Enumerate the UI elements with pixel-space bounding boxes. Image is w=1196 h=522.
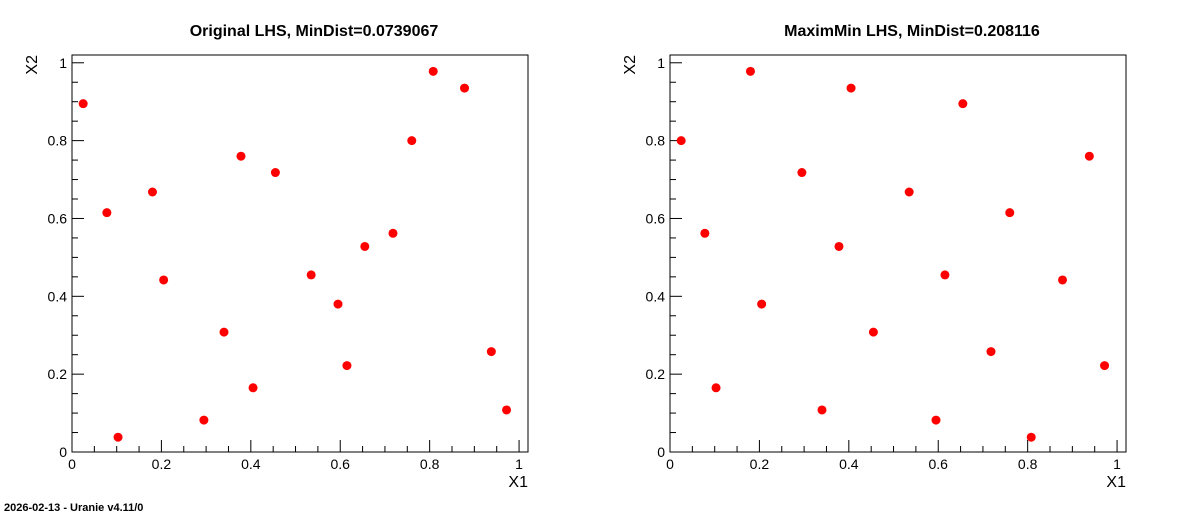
data-point xyxy=(1100,361,1110,371)
data-point xyxy=(342,361,352,371)
data-point xyxy=(486,347,496,357)
data-point xyxy=(147,187,157,197)
data-point xyxy=(388,228,398,238)
data-point xyxy=(986,347,996,357)
data-point xyxy=(797,168,807,178)
data-point xyxy=(78,99,88,109)
x-tick-label: 0.4 xyxy=(241,456,261,472)
data-point xyxy=(1026,432,1036,442)
chart-title: MaximMin LHS, MinDist=0.208116 xyxy=(784,23,1040,40)
data-point xyxy=(904,187,914,197)
x-tick-label: 0 xyxy=(68,456,76,472)
x-tick-label: 0.6 xyxy=(929,456,949,472)
y-tick-label: 0.4 xyxy=(48,288,68,304)
data-point xyxy=(407,136,417,146)
data-point xyxy=(1005,208,1015,218)
plot-frame xyxy=(669,54,1127,453)
y-tick-label: 0 xyxy=(657,444,665,460)
y-axis-label: X2 xyxy=(622,55,639,75)
x-tick-label: 0.2 xyxy=(152,456,172,472)
y-tick-label: 0.2 xyxy=(646,366,666,382)
footer-version-label: 2026-02-13 - Uranie v4.11/0 xyxy=(4,502,144,514)
data-point xyxy=(102,208,112,218)
x-tick-label: 0 xyxy=(666,456,674,472)
data-point xyxy=(248,383,258,393)
data-point xyxy=(868,327,878,337)
x-tick-label: 1 xyxy=(1113,456,1121,472)
y-tick-label: 1 xyxy=(657,55,665,71)
data-point xyxy=(199,415,209,425)
data-point xyxy=(219,327,229,337)
data-point xyxy=(428,66,438,76)
data-point xyxy=(502,405,512,415)
y-tick-label: 0.8 xyxy=(646,133,666,149)
data-point xyxy=(757,299,767,309)
data-point xyxy=(236,151,246,161)
y-tick-label: 0.8 xyxy=(48,133,68,149)
data-point xyxy=(931,415,941,425)
data-point xyxy=(846,83,856,93)
x-axis-label: X1 xyxy=(508,474,528,491)
data-point xyxy=(270,168,280,178)
data-point xyxy=(333,299,343,309)
data-point xyxy=(958,99,968,109)
x-tick-label: 0.2 xyxy=(750,456,770,472)
x-axis-label: X1 xyxy=(1106,474,1126,491)
x-tick-label: 0.8 xyxy=(420,456,440,472)
x-tick-label: 0.4 xyxy=(839,456,859,472)
data-point xyxy=(834,241,844,251)
plot-frame xyxy=(71,54,529,453)
data-point xyxy=(460,83,470,93)
data-point xyxy=(817,405,827,415)
data-point xyxy=(159,275,169,285)
scatter-plot-maximmin-lhs: MaximMin LHS, MinDist=0.208116 0 0.2 0.4 0.6… xyxy=(622,23,1127,491)
x-tick-label: 0.8 xyxy=(1018,456,1038,472)
data-point xyxy=(940,270,950,280)
y-tick-label: 0.4 xyxy=(646,288,666,304)
data-point xyxy=(1084,151,1094,161)
data-point xyxy=(676,136,686,146)
data-point xyxy=(360,241,370,251)
x-tick-label: 1 xyxy=(515,456,523,472)
y-tick-label: 1 xyxy=(59,55,67,71)
y-tick-label: 0 xyxy=(59,444,67,460)
data-point xyxy=(1058,275,1068,285)
y-tick-label: 0.6 xyxy=(646,210,666,226)
y-tick-label: 0.2 xyxy=(48,366,68,382)
scatter-plot-original-lhs: Original LHS, MinDist=0.0739067 0 0.2 0.4 0.… xyxy=(24,23,529,491)
data-point xyxy=(711,383,721,393)
data-point xyxy=(306,270,316,280)
y-tick-label: 0.6 xyxy=(48,210,68,226)
chart-title: Original LHS, MinDist=0.0739067 xyxy=(190,23,439,40)
data-point xyxy=(113,432,123,442)
x-tick-label: 0.6 xyxy=(331,456,351,472)
y-axis-label: X2 xyxy=(24,55,41,75)
data-point xyxy=(700,228,710,238)
data-point xyxy=(745,66,755,76)
